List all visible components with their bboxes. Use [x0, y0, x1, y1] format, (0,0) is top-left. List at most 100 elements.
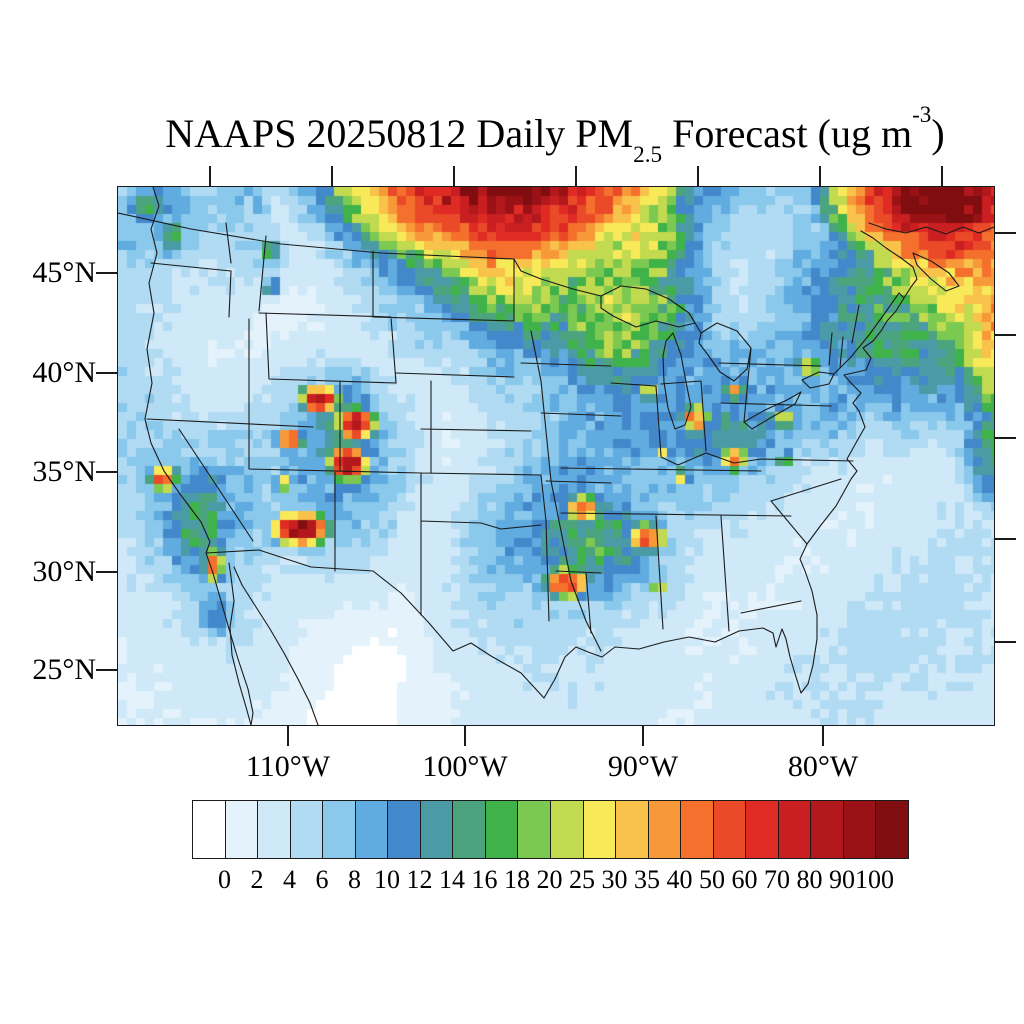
title-text-2: Forecast (ug m: [662, 111, 913, 156]
top-tick-mark: [697, 166, 699, 186]
colorbar-cell: [778, 801, 812, 858]
lon-tick-mark: [642, 726, 644, 746]
lake-superior: [600, 285, 696, 328]
right-tick-mark: [995, 232, 1016, 234]
lon-tick-label: 100°W: [422, 750, 508, 783]
colorbar-cell: [843, 801, 877, 858]
lon-tick-mark: [287, 726, 289, 746]
coastline-mexico-mainland: [233, 566, 319, 725]
lat-tick-mark: [96, 571, 117, 573]
coastline-st-lawrence-north: [868, 222, 994, 235]
colorbar: [192, 800, 909, 859]
coastline-baja-east: [228, 562, 252, 725]
colorbar-cell: [420, 801, 454, 858]
colorbar-tick-label: 4: [283, 865, 296, 894]
border-us-canada: [118, 212, 752, 423]
colorbar-tick-label: 8: [348, 865, 361, 894]
colorbar-tick-label: 80: [796, 865, 823, 894]
top-tick-mark: [575, 166, 577, 186]
lat-tick-mark: [96, 272, 117, 274]
colorbar-cell: [388, 801, 421, 858]
lake-erie: [743, 391, 802, 430]
colorbar-cell: [225, 801, 259, 858]
colorbar-cell: [290, 801, 324, 858]
coastline-nova-scotia: [912, 252, 960, 292]
colorbar-tick-label: 12: [406, 865, 433, 894]
lat-tick-mark: [96, 471, 117, 473]
colorbar-cell: [485, 801, 519, 858]
lat-tick-label: 35°N: [32, 455, 96, 488]
colorbar-tick-label: 35: [634, 865, 660, 894]
right-tick-mark: [995, 538, 1016, 540]
top-tick-mark: [941, 166, 943, 186]
coastline-baja-west: [205, 552, 254, 725]
colorbar-tick-label: 10: [374, 865, 400, 894]
lake-michigan: [662, 332, 692, 430]
lon-tick-mark: [464, 726, 466, 746]
right-tick-mark: [995, 334, 1016, 336]
title-text-3: ): [931, 111, 945, 156]
lon-tick-label: 80°W: [787, 750, 859, 783]
colorbar-cell: [551, 801, 584, 858]
lake-huron: [698, 322, 752, 382]
colorbar-tick-label: 50: [699, 865, 725, 894]
colorbar-cell: [583, 801, 617, 858]
title-superscript: -3: [912, 102, 932, 129]
top-tick-mark: [819, 166, 821, 186]
colorbar-tick-label: 90: [829, 865, 855, 894]
colorbar-cell: [193, 801, 226, 858]
colorbar-cell: [713, 801, 747, 858]
right-tick-mark: [995, 437, 1016, 439]
colorbar-tick-label: 100: [855, 865, 894, 894]
lon-tick-label: 110°W: [245, 750, 331, 783]
colorbar-cell: [323, 801, 356, 858]
colorbar-cell: [518, 801, 552, 858]
colorbar-tick-label: 40: [666, 865, 693, 894]
colorbar-cell: [876, 801, 909, 858]
colorbar-tick-label: 16: [471, 865, 498, 894]
lat-tick-label: 30°N: [32, 555, 96, 588]
colorbar-cell: [355, 801, 389, 858]
lat-tick-mark: [96, 372, 117, 374]
lat-tick-label: 25°N: [32, 653, 96, 686]
top-tick-mark: [453, 166, 455, 186]
colorbar-cell: [746, 801, 779, 858]
colorbar-tick-label: 20: [536, 865, 563, 894]
colorbar-tick-label: 6: [315, 865, 329, 894]
colorbar-tick-label: 60: [731, 865, 758, 894]
right-tick-mark: [995, 641, 1016, 643]
map-plot-area: [117, 186, 995, 726]
border-us-mexico: [205, 549, 545, 699]
top-tick-mark: [331, 166, 333, 186]
colorbar-cell: [616, 801, 649, 858]
pm25-heatmap-canvas: [118, 187, 994, 725]
map-borders-overlay: [118, 187, 994, 725]
colorbar-cell: [453, 801, 486, 858]
colorbar-tick-label: 14: [439, 865, 465, 894]
colorbar-tick-label: 70: [764, 865, 790, 894]
lat-tick-mark: [96, 669, 117, 671]
coastline-pacific: [144, 187, 211, 554]
colorbar-tick-label: 30: [601, 865, 628, 894]
state-borders: [146, 222, 860, 652]
colorbar-tick-label: 0: [218, 865, 231, 894]
lon-tick-mark: [822, 726, 824, 746]
lon-tick-label: 90°W: [607, 750, 679, 783]
colorbar-cell: [648, 801, 682, 858]
colorbar-cell: [681, 801, 714, 858]
title-text: NAAPS 20250812 Daily PM: [165, 111, 634, 156]
top-tick-mark: [209, 166, 211, 186]
lake-ontario: [801, 371, 835, 389]
river-st-lawrence: [833, 292, 905, 375]
colorbar-cell: [811, 801, 844, 858]
colorbar-tick-label: 25: [569, 865, 595, 894]
coastline-gulf-atlantic: [543, 230, 918, 699]
lat-tick-label: 45°N: [32, 256, 96, 289]
colorbar-cell: [258, 801, 291, 858]
lat-tick-label: 40°N: [32, 356, 96, 389]
title-subscript: 2.5: [633, 141, 663, 168]
colorbar-tick-label: 18: [504, 865, 530, 894]
chart-title: NAAPS 20250812 Daily PM2.5 Forecast (ug …: [165, 102, 945, 168]
colorbar-tick-label: 2: [250, 865, 264, 894]
